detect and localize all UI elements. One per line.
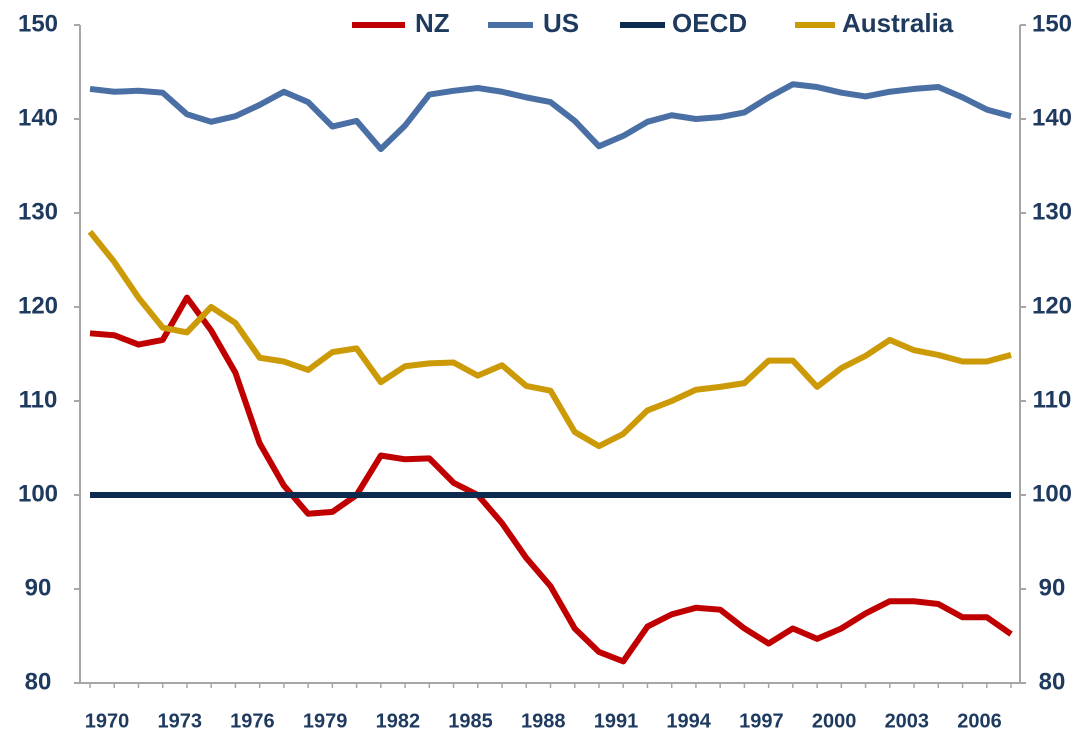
legend-label: US <box>543 8 579 38</box>
x-tick-label: 1970 <box>85 710 130 732</box>
legend-label: NZ <box>415 8 450 38</box>
y2-tick-label: 120 <box>1032 292 1072 319</box>
y-tick-label: 140 <box>18 104 58 131</box>
y-tick-label: 120 <box>18 292 58 319</box>
x-tick-label: 2006 <box>957 710 1002 732</box>
x-tick-label: 1997 <box>739 710 784 732</box>
legend-label: OECD <box>672 8 747 38</box>
y2-tick-label: 130 <box>1032 198 1072 225</box>
y2-tick-label: 110 <box>1033 386 1072 413</box>
y-tick-label: 100 <box>18 480 58 507</box>
y-tick-label: 130 <box>18 198 58 225</box>
y-tick-label: 110 <box>19 386 58 413</box>
x-tick-label: 1982 <box>376 710 421 732</box>
series-line <box>89 81 1012 153</box>
y2-tick-label: 100 <box>1032 480 1072 507</box>
y2-tick-label: 90 <box>1039 574 1066 601</box>
x-tick-label: 1973 <box>157 710 202 732</box>
y2-tick-label: 150 <box>1032 10 1072 37</box>
x-tick-label: 1991 <box>594 710 639 732</box>
y2-tick-label: 140 <box>1032 104 1072 131</box>
y-tick-label: 150 <box>18 10 58 37</box>
x-tick-label: 1988 <box>521 710 566 732</box>
x-tick-label: 1985 <box>448 710 493 732</box>
legend-label: Australia <box>842 8 954 38</box>
x-tick-label: 2000 <box>812 710 857 732</box>
x-tick-label: 1994 <box>666 710 711 732</box>
x-tick-label: 1976 <box>230 710 275 732</box>
y-tick-label: 80 <box>25 668 52 695</box>
y-tick-label: 90 <box>25 574 52 601</box>
y2-tick-label: 80 <box>1039 668 1066 695</box>
series-line <box>87 229 1012 450</box>
x-tick-label: 2003 <box>885 710 930 732</box>
series-line <box>89 294 1013 665</box>
x-tick-label: 1979 <box>303 710 348 732</box>
